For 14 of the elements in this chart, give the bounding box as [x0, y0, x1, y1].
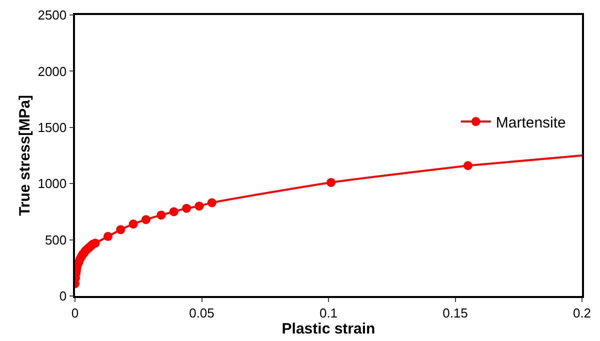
- x-tick-label: 0.1: [319, 305, 338, 320]
- y-tick-label: 2500: [38, 8, 67, 23]
- x-tick-label: 0.15: [442, 305, 468, 320]
- y-tick-label: 500: [44, 232, 67, 248]
- x-tick-label: 0: [71, 305, 79, 320]
- y-tick-label: 1500: [38, 120, 67, 135]
- y-tick-label: 0: [59, 288, 67, 304]
- x-tick-label: 0.2: [572, 305, 592, 320]
- x-axis-title: Plastic strain: [282, 320, 376, 338]
- y-tick-label: 2000: [38, 64, 67, 79]
- y-axis-title: True stress[MPa]: [16, 95, 34, 216]
- legend-label: Martensite: [496, 114, 566, 132]
- y-tick-label: 1000: [38, 176, 67, 192]
- x-tick-label: 0.05: [189, 305, 214, 320]
